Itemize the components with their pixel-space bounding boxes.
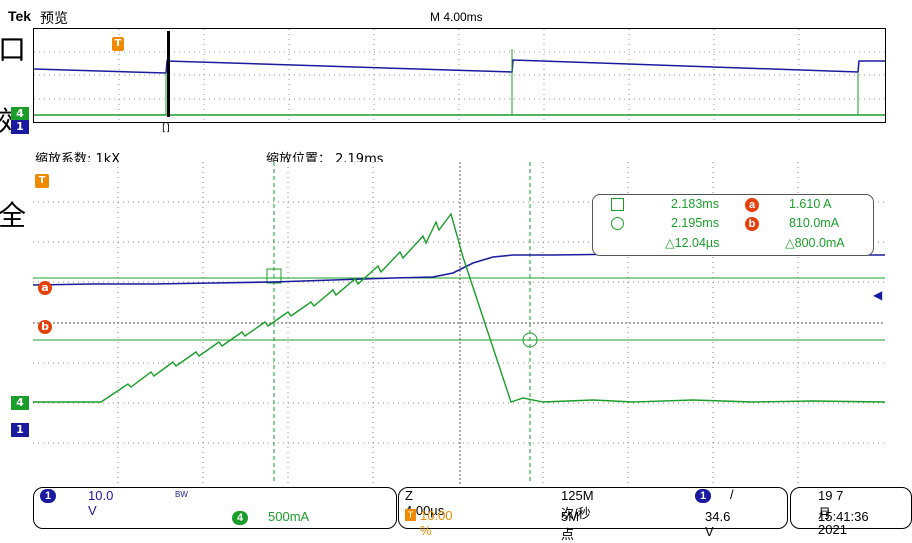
main-ch4-trace <box>33 212 885 403</box>
readout-row2-value: 810.0mA <box>789 216 840 230</box>
ch1-badge[interactable]: 1 <box>40 489 57 503</box>
time-display: 15:41:36 <box>818 509 869 524</box>
sample-rate: 125M次/秒 <box>561 488 594 521</box>
trigger-level: 34.6 V <box>705 509 731 539</box>
cursor-readout-box: 2.183ms a 1.610 A 2.195ms b 810.0mA △12.… <box>592 194 874 256</box>
trigger-source-badge[interactable]: 1 <box>695 489 712 503</box>
side-glyph-3: 全 <box>0 199 27 232</box>
readout-delta-value: △800.0mA <box>785 236 845 250</box>
timebase-overview: M 4.00ms <box>430 10 483 24</box>
ch4-scale: 500mA <box>268 509 310 524</box>
ch1-bw-indicator: BW <box>175 490 188 499</box>
readout-row2-time: 2.195ms <box>671 216 719 230</box>
cursor-b-marker[interactable]: b <box>38 320 52 334</box>
main-trigger-marker: T <box>35 174 49 188</box>
mode-label: 预览 <box>40 11 68 27</box>
overview-trigger-marker: T <box>112 37 124 51</box>
record-length: 5M 点 <box>561 509 580 542</box>
trigger-slope-icon: / <box>730 487 734 502</box>
ch4-badge[interactable]: 4 <box>232 511 249 525</box>
main-ch1-marker[interactable]: 1 <box>11 423 29 437</box>
cursor-circle-marker <box>522 332 538 348</box>
ch1-scale: 10.0 V <box>88 488 114 518</box>
overview-ch1-marker[interactable]: 1 <box>11 120 29 134</box>
overview-ch1-trace <box>34 59 885 74</box>
main-ch4-marker[interactable]: 4 <box>11 396 29 410</box>
readout-badge-a: a <box>745 198 759 212</box>
trigger-level-arrow-icon: ◀ <box>873 288 883 302</box>
main-ch1-trace <box>33 253 885 286</box>
side-glyph-1: 口 <box>0 33 27 66</box>
circle-cursor-icon <box>611 217 624 230</box>
readout-delta-time: △12.04µs <box>665 236 720 250</box>
overview-ch4-marker[interactable]: 4 <box>11 107 29 121</box>
square-cursor-icon <box>611 198 624 211</box>
cursor-square-marker <box>266 268 282 284</box>
readout-row1-time: 2.183ms <box>671 197 719 211</box>
cursor-a-marker[interactable]: a <box>38 281 52 295</box>
readout-row1-value: 1.610 A <box>789 197 832 211</box>
trigger-position: 10.00 % <box>420 508 453 538</box>
zoom-window-marker[interactable]: [] <box>162 123 170 134</box>
overview-window[interactable]: T [] <box>33 28 886 134</box>
readout-badge-b: b <box>745 217 759 231</box>
brand-logo: Tek <box>8 8 32 24</box>
trigger-position-icon: T <box>405 509 416 521</box>
